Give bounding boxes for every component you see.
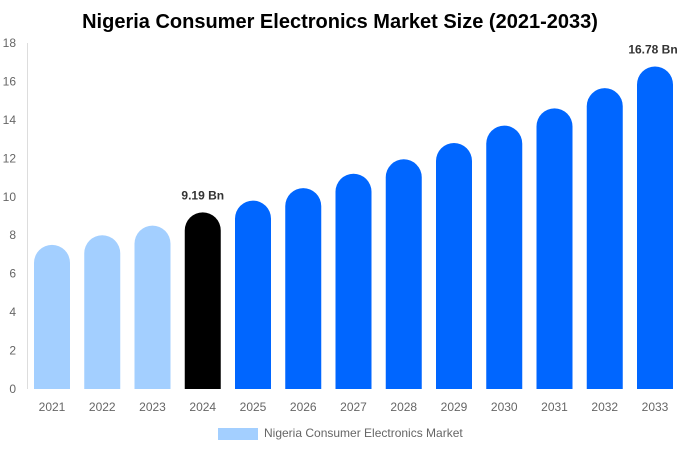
y-tick-label: 8 bbox=[9, 228, 16, 242]
bar-2027[interactable] bbox=[335, 173, 372, 389]
y-tick-label: 2 bbox=[9, 344, 16, 358]
chart-title: Nigeria Consumer Electronics Market Size… bbox=[82, 11, 598, 33]
y-tick-label: 16 bbox=[3, 74, 17, 88]
bar-2023[interactable] bbox=[134, 225, 171, 389]
y-tick-label: 10 bbox=[3, 190, 17, 204]
y-tick-label: 4 bbox=[9, 305, 16, 319]
bar-2026[interactable] bbox=[285, 188, 322, 389]
bar-2031[interactable] bbox=[536, 108, 573, 389]
x-tick-label: 2029 bbox=[441, 400, 468, 414]
y-tick-label: 6 bbox=[9, 267, 16, 281]
bar-2021[interactable] bbox=[34, 244, 70, 389]
y-tick-label: 18 bbox=[3, 36, 17, 50]
y-tick-label: 12 bbox=[3, 151, 17, 165]
x-tick-label: 2021 bbox=[39, 400, 66, 414]
legend-label[interactable]: Nigeria Consumer Electronics Market bbox=[264, 426, 463, 440]
bar-2033[interactable] bbox=[637, 66, 673, 389]
bar-2028[interactable] bbox=[385, 159, 422, 389]
x-tick-label: 2030 bbox=[491, 400, 518, 414]
y-tick-label: 14 bbox=[3, 113, 17, 127]
x-tick-label: 2024 bbox=[189, 400, 216, 414]
y-tick-label: 0 bbox=[9, 382, 16, 396]
data-label: 16.78 Bn bbox=[628, 42, 677, 56]
x-tick-label: 2031 bbox=[541, 400, 568, 414]
x-tick-label: 2028 bbox=[390, 400, 417, 414]
x-tick-label: 2025 bbox=[240, 400, 267, 414]
legend-swatch bbox=[218, 428, 258, 440]
bar-2032[interactable] bbox=[586, 88, 623, 389]
x-tick-label: 2026 bbox=[290, 400, 317, 414]
data-label: 9.19 Bn bbox=[181, 188, 224, 202]
x-tick-label: 2032 bbox=[591, 400, 618, 414]
bar-2025[interactable] bbox=[235, 200, 271, 389]
x-tick-label: 2022 bbox=[89, 400, 116, 414]
bar-2022[interactable] bbox=[84, 235, 121, 389]
bar-2029[interactable] bbox=[436, 142, 472, 389]
bar-2030[interactable] bbox=[486, 125, 523, 390]
x-tick-label: 2033 bbox=[642, 400, 669, 414]
x-tick-label: 2023 bbox=[139, 400, 166, 414]
x-tick-label: 2027 bbox=[340, 400, 367, 414]
bar-2024[interactable] bbox=[184, 212, 221, 389]
